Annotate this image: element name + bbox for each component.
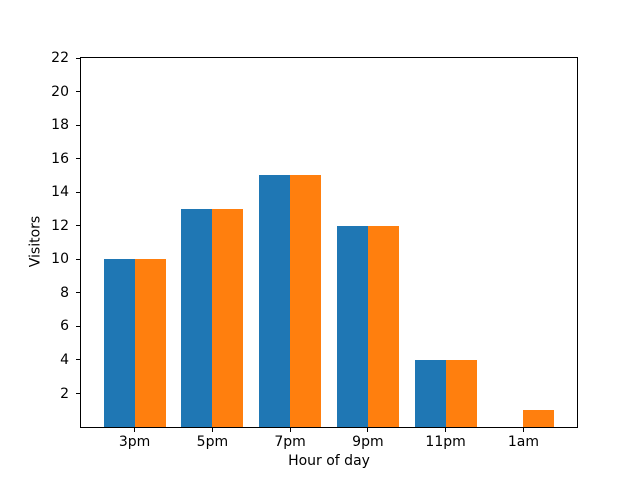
y-tick-label: 20 <box>51 83 69 100</box>
bar-series-2-1am <box>523 410 555 427</box>
plot-area <box>80 57 578 428</box>
y-tick-label: 2 <box>60 385 69 402</box>
y-tick-mark <box>76 57 80 59</box>
y-tick-label: 8 <box>60 284 69 301</box>
bar-series-2-7pm <box>290 175 322 427</box>
x-tick-label: 11pm <box>425 434 466 450</box>
y-tick-mark <box>76 225 80 227</box>
x-tick-label: 1am <box>507 434 539 450</box>
x-tick-mark <box>289 428 291 432</box>
y-tick-label: 14 <box>51 184 69 201</box>
bar-series-1-5pm <box>181 209 213 427</box>
y-tick-label: 6 <box>60 318 69 335</box>
y-tick-label: 16 <box>51 150 69 167</box>
y-tick-mark <box>76 292 80 294</box>
x-tick-mark <box>367 428 369 432</box>
y-tick-mark <box>76 258 80 260</box>
x-tick-label: 5pm <box>196 434 229 450</box>
bar-series-1-3pm <box>103 259 135 427</box>
bar-series-1-7pm <box>259 175 291 427</box>
x-tick-label: 9pm <box>352 434 384 450</box>
y-tick-mark <box>76 191 80 193</box>
y-tick-label: 10 <box>51 251 69 268</box>
y-tick-mark <box>76 158 80 160</box>
y-tick-label: 4 <box>60 351 69 368</box>
x-tick-mark <box>522 428 524 432</box>
bars-layer <box>81 58 577 427</box>
bar-series-2-5pm <box>212 209 244 427</box>
x-axis-label: Hour of day <box>288 453 370 469</box>
y-tick-mark <box>76 325 80 327</box>
bar-series-2-3pm <box>134 259 166 427</box>
y-tick-label: 12 <box>51 217 69 234</box>
y-tick-mark <box>76 91 80 92</box>
y-tick-mark <box>76 124 80 126</box>
bar-series-1-9pm <box>336 225 368 427</box>
x-tick-label: 7pm <box>274 434 306 450</box>
y-tick-label: 22 <box>51 50 69 66</box>
x-tick-mark <box>211 428 213 432</box>
bar-series-1-11pm <box>414 359 446 427</box>
bar-series-2-9pm <box>367 225 399 427</box>
x-tick-mark <box>445 428 447 432</box>
y-tick-mark <box>76 359 80 361</box>
y-axis-label: Visitors <box>27 215 44 268</box>
x-tick-mark <box>134 428 136 432</box>
bar-series-2-11pm <box>445 359 477 427</box>
x-tick-label: 3pm <box>118 434 151 450</box>
y-tick-label: 18 <box>51 117 69 134</box>
y-tick-mark <box>76 393 80 394</box>
